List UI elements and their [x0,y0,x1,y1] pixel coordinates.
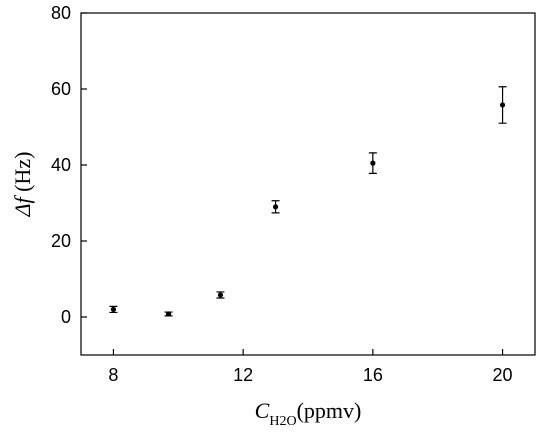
y-tick-label-3: 60 [51,79,71,99]
y-axis-ticks [81,12,87,318]
x-axis-label: CH2O(ppmv) [255,398,362,429]
y-tick-label-1: 20 [51,231,71,251]
data-point-0 [110,306,117,312]
x-tick-label-2: 16 [363,365,383,385]
x-tick-label-3: 20 [493,365,513,385]
error-bars [109,86,507,317]
x-axis-tick-labels: 8 12 16 20 [108,365,512,385]
data-point-5 [499,102,506,108]
plot-axes [80,12,536,356]
y-axis-label-unit: (Hz) [10,152,35,198]
x-axis-ticks [112,349,504,355]
data-point-4 [370,160,376,166]
x-tick-label-0: 8 [108,365,118,385]
data-points [110,102,506,317]
y-axis-tick-labels: 0 20 40 60 80 [51,3,71,327]
data-point-3 [272,204,279,210]
data-point-1 [165,311,172,317]
y-axis-label: Δf (Hz) [10,152,35,218]
y-axis-label-symbol: Δf [10,195,35,218]
x-axis-label-subscript: H2O [269,414,296,429]
plot-area-frame [80,12,536,356]
x-axis-label-symbol: C [255,398,270,423]
y-tick-label-0: 0 [61,307,71,327]
data-point-2 [217,292,224,298]
y-tick-label-4: 80 [51,3,71,23]
x-tick-label-1: 12 [233,365,253,385]
y-tick-label-2: 40 [51,155,71,175]
x-axis-label-unit: (ppmv) [297,398,362,423]
